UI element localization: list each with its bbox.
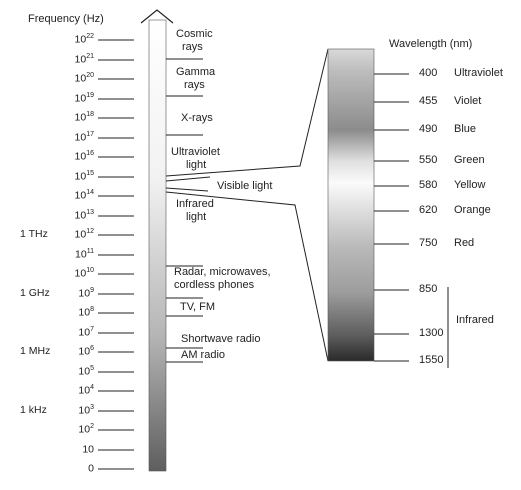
wavelength-value: 1300	[419, 327, 444, 339]
visible-connector-bottom	[165, 191, 329, 362]
frequency-label: 105	[78, 365, 94, 378]
wavelength-value: 490	[419, 123, 438, 135]
wavelength-value: 850	[419, 283, 438, 295]
arrow-up-icon	[140, 9, 174, 24]
wavelength-color-name: Orange	[454, 204, 491, 216]
frequency-label: 1015	[74, 170, 94, 183]
band-ultraviolet: Ultraviolet light	[171, 146, 220, 171]
frequency-label: 107	[78, 326, 94, 339]
band-radar: Radar, microwaves, cordless phones	[174, 266, 271, 291]
wavelength-color-name: Violet	[454, 95, 482, 107]
wavelength-axis-title: Wavelength (nm)	[389, 38, 473, 50]
infrared-bracket-label: Infrared	[456, 314, 494, 326]
wavelength-value: 580	[419, 179, 438, 191]
frequency-label: 0	[88, 462, 94, 475]
frequency-label: 106	[78, 345, 94, 358]
wavelength-value: 750	[419, 237, 438, 249]
wavelength-value: 455	[419, 95, 438, 107]
visible-spectrum-bar	[327, 48, 375, 362]
frequency-label: 1020	[74, 72, 94, 85]
frequency-label: 1021	[74, 53, 94, 66]
frequency-label: 104	[78, 384, 94, 397]
wavelength-value: 400	[419, 67, 438, 79]
wavelength-value: 550	[419, 154, 438, 166]
frequency-label: 1010	[74, 267, 94, 280]
wavelength-value: 620	[419, 204, 438, 216]
frequency-label: 1018	[74, 111, 94, 124]
frequency-label: 1014	[74, 189, 94, 202]
band-visible-light: Visible light	[217, 180, 273, 192]
band-shortwave: Shortwave radio	[181, 333, 261, 345]
wavelength-color-name: Red	[454, 237, 475, 249]
frequency-label: 1011	[75, 248, 94, 261]
frequency-axis-title: Frequency (Hz)	[28, 13, 104, 25]
wavelength-color-name: Blue	[454, 123, 477, 135]
wavelength-color-name: Green	[454, 154, 485, 166]
band-infrared: Infrared light	[176, 198, 214, 223]
wavelength-color-name: Ultraviolet	[454, 67, 503, 79]
frequency-unit-label: 1 MHz	[20, 345, 51, 357]
frequency-label: 1016	[74, 150, 94, 163]
band-x-rays: X-rays	[181, 112, 213, 124]
frequency-unit-label: 1 THz	[20, 228, 48, 240]
frequency-label: 1022	[74, 33, 94, 46]
visible-connector-top	[165, 48, 329, 177]
frequency-label: 10	[82, 443, 94, 456]
band-am-radio: AM radio	[181, 349, 226, 361]
wavelength-value: 1550	[419, 354, 444, 366]
band-cosmic-rays: Cosmic rays	[176, 28, 213, 53]
wavelength-color-name: Yellow	[454, 179, 486, 191]
frequency-label: 1013	[74, 209, 94, 222]
band-tv-fm: TV, FM	[180, 301, 216, 313]
frequency-label: 1017	[74, 131, 94, 144]
band-gamma-rays: Gamma rays	[176, 66, 216, 91]
frequency-unit-label: 1 kHz	[20, 404, 47, 416]
frequency-label: 1019	[74, 92, 94, 105]
frequency-unit-label: 1 GHz	[20, 287, 50, 299]
spectrum-bar	[148, 19, 167, 472]
frequency-label: 109	[78, 287, 94, 300]
frequency-label: 108	[78, 306, 94, 319]
frequency-label: 1012	[74, 228, 94, 241]
frequency-label: 102	[78, 423, 94, 436]
frequency-label: 103	[78, 404, 94, 417]
